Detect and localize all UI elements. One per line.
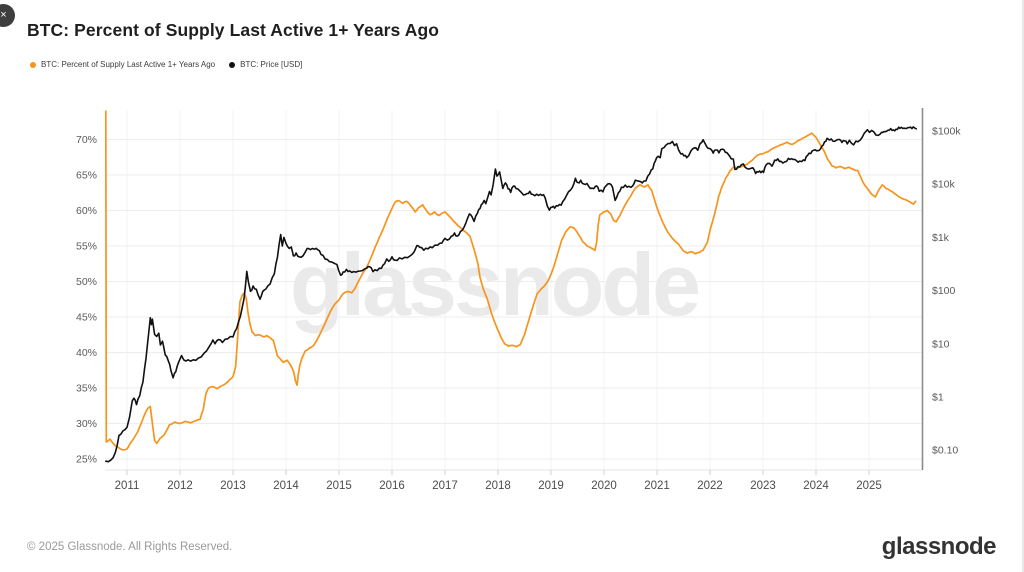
window-right-edge (1022, 0, 1024, 572)
percent-gridlines (105, 139, 922, 460)
svg-text:2016: 2016 (379, 480, 405, 492)
chart-legend: BTC: Percent of Supply Last Active 1+ Ye… (30, 60, 302, 69)
close-icon: × (0, 9, 7, 21)
page-title: BTC: Percent of Supply Last Active 1+ Ye… (27, 20, 440, 40)
svg-text:30%: 30% (76, 418, 97, 430)
price-line-series (105, 126, 917, 463)
legend-item-supply[interactable]: BTC: Percent of Supply Last Active 1+ Ye… (30, 60, 215, 69)
svg-text:35%: 35% (76, 383, 97, 395)
svg-text:2013: 2013 (220, 480, 246, 492)
copyright-text: © 2025 Glassnode. All Rights Reserved. (27, 541, 233, 553)
svg-text:25%: 25% (76, 454, 97, 466)
glassnode-watermark: glassnode (290, 235, 698, 334)
svg-text:2025: 2025 (856, 480, 882, 492)
supply-series-dot-icon (30, 61, 36, 68)
svg-text:2022: 2022 (697, 480, 723, 492)
svg-text:$10: $10 (932, 338, 950, 350)
svg-text:60%: 60% (76, 205, 97, 217)
price-series-dot-icon (229, 61, 236, 68)
svg-text:$100k: $100k (932, 126, 961, 138)
legend-item-price[interactable]: BTC: Price [USD] (229, 60, 302, 69)
close-button[interactable]: × (0, 4, 15, 27)
svg-text:50%: 50% (76, 276, 97, 288)
svg-text:70%: 70% (76, 134, 97, 146)
svg-text:2017: 2017 (432, 480, 458, 492)
svg-text:2015: 2015 (326, 480, 352, 492)
svg-text:$0.10: $0.10 (932, 445, 958, 457)
svg-text:$1k: $1k (932, 232, 950, 244)
svg-text:2024: 2024 (803, 480, 829, 492)
data-series (104, 110, 917, 463)
year-gridlines (126, 110, 870, 470)
svg-text:$10k: $10k (932, 179, 956, 191)
svg-text:40%: 40% (76, 347, 97, 359)
glassnode-logo: glassnode (881, 533, 997, 560)
svg-text:55%: 55% (76, 241, 97, 253)
svg-text:2020: 2020 (591, 480, 617, 492)
left-y-axis: 25% 30% 35% 40% 45% 50% 55% 60% 65% 70% (76, 134, 97, 466)
svg-text:2023: 2023 (750, 480, 776, 492)
svg-text:65%: 65% (76, 170, 97, 182)
svg-text:2018: 2018 (485, 480, 511, 492)
legend-item-label: BTC: Price [USD] (240, 60, 303, 69)
svg-text:$100: $100 (932, 285, 956, 297)
legend-item-label: BTC: Percent of Supply Last Active 1+ Ye… (41, 60, 216, 69)
svg-text:2011: 2011 (115, 480, 140, 492)
svg-text:2019: 2019 (538, 480, 564, 492)
svg-text:$1: $1 (932, 392, 944, 404)
svg-text:45%: 45% (76, 312, 97, 324)
svg-text:2021: 2021 (644, 480, 670, 492)
supply-line-series (104, 110, 917, 451)
right-y-axis: $0.10 $1 $10 $100 $1k $10k $100k (921, 108, 961, 470)
svg-text:2014: 2014 (273, 480, 299, 492)
svg-text:2012: 2012 (167, 480, 193, 492)
x-axis: 2011 2012 2013 2014 2015 2016 2017 2018 2019 2020… (105, 469, 922, 492)
